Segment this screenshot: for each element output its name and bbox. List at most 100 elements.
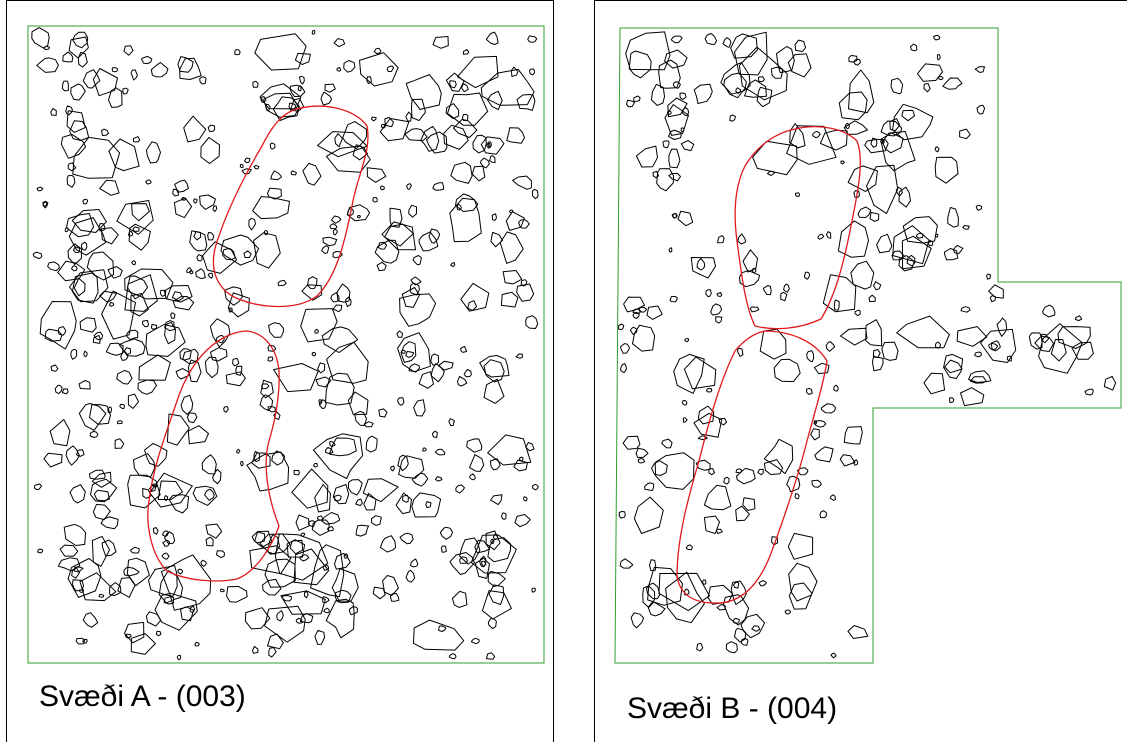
stone-outline	[343, 553, 349, 559]
stone-outline	[293, 469, 300, 476]
stone-outline	[321, 245, 330, 254]
stone-outline	[637, 458, 646, 464]
stone-outline	[126, 557, 150, 587]
stone-outline	[253, 164, 260, 170]
stone-outline	[996, 317, 1008, 337]
stone-outline	[525, 442, 535, 452]
stone-outline	[248, 217, 256, 231]
stone-outline	[780, 291, 788, 302]
stone-outline	[204, 356, 219, 379]
stone-outline	[857, 206, 872, 218]
stone-outline	[673, 353, 705, 394]
stone-outline	[263, 92, 300, 118]
stone-outline	[43, 45, 51, 50]
stone-outline	[130, 633, 156, 655]
stone-outline	[222, 247, 236, 261]
stone-outline	[93, 331, 104, 341]
stone-outline	[295, 617, 304, 624]
stone-outline	[456, 375, 468, 387]
stone-outline	[510, 66, 519, 77]
stone-outline	[314, 629, 326, 645]
stone-outline	[516, 94, 536, 111]
stone-outline	[814, 446, 834, 463]
stone-outline	[906, 254, 916, 267]
stone-outline	[412, 255, 422, 266]
stone-outline	[451, 590, 468, 608]
stone-outline	[252, 196, 290, 220]
stone-outline	[492, 533, 499, 540]
stone-outline	[669, 295, 678, 303]
stone-outline	[872, 349, 881, 359]
stone-outline	[326, 341, 369, 384]
stone-outline	[502, 270, 523, 285]
stone-outline	[448, 418, 455, 427]
stone-outline	[343, 60, 356, 73]
stone-outline	[249, 545, 292, 575]
stone-outline	[146, 141, 161, 164]
stone-outline	[693, 412, 723, 438]
stone-outline	[506, 127, 525, 144]
stone-outline	[466, 438, 483, 453]
stone-outline	[269, 142, 276, 150]
stone-outline	[321, 512, 341, 525]
stone-outline	[794, 39, 807, 52]
stone-outline	[620, 343, 630, 354]
stone-outline	[873, 281, 882, 291]
stone-outline	[431, 430, 438, 439]
stone-outline	[644, 482, 655, 491]
stone-outline	[437, 360, 454, 371]
stone-outline	[707, 584, 734, 605]
stone-outline	[901, 109, 916, 122]
stone-outline	[289, 98, 305, 112]
stone-outline	[355, 524, 369, 537]
stone-outline	[838, 91, 868, 121]
stone-outline	[317, 131, 368, 158]
stone-outline	[432, 36, 449, 49]
stone-outline	[126, 329, 139, 341]
stone-outline	[127, 393, 140, 409]
stone-outline	[783, 283, 790, 293]
plan-drawing-b	[614, 27, 1122, 664]
stone-outline	[317, 515, 324, 521]
stone-outline	[315, 376, 332, 388]
stone-outline	[65, 445, 80, 466]
stone-outline	[722, 37, 732, 48]
stone-outline	[251, 531, 266, 544]
stone-outline	[651, 460, 668, 476]
stone-outline	[786, 475, 801, 493]
stone-outline	[209, 318, 231, 348]
stone-outline	[943, 353, 964, 379]
stone-outline	[162, 540, 171, 547]
stone-outline	[54, 384, 63, 395]
stone-outline	[934, 156, 959, 184]
stone-outline	[734, 31, 768, 76]
stone-outline	[406, 183, 412, 190]
stone-outline	[301, 284, 323, 301]
stone-outline	[252, 80, 259, 88]
stone-outline	[410, 276, 422, 286]
stone-outline	[186, 412, 198, 424]
stone-outline	[960, 306, 971, 313]
stone-outline	[880, 132, 904, 154]
stone-outline	[868, 294, 876, 303]
stone-outline	[486, 142, 491, 149]
stone-outline	[219, 588, 225, 593]
stone-outline	[927, 239, 934, 247]
stone-outline	[470, 637, 480, 645]
stone-outline	[271, 450, 286, 466]
stone-outline	[205, 536, 214, 547]
stone-outline	[401, 287, 420, 308]
stone-outline	[362, 478, 399, 503]
stone-outline	[179, 57, 202, 80]
stone-outline	[487, 570, 506, 587]
excavation-boundary-a	[27, 25, 545, 664]
stone-outline	[518, 456, 524, 462]
stone-outline	[833, 384, 839, 392]
stone-outline	[82, 69, 101, 89]
stone-outline	[479, 157, 490, 169]
stone-outline	[515, 353, 523, 359]
panel-svaedi-a: Svæði A - (003)	[6, 0, 554, 742]
stone-outline	[463, 368, 472, 378]
stone-outline	[445, 103, 460, 120]
stone-outline	[384, 223, 414, 247]
